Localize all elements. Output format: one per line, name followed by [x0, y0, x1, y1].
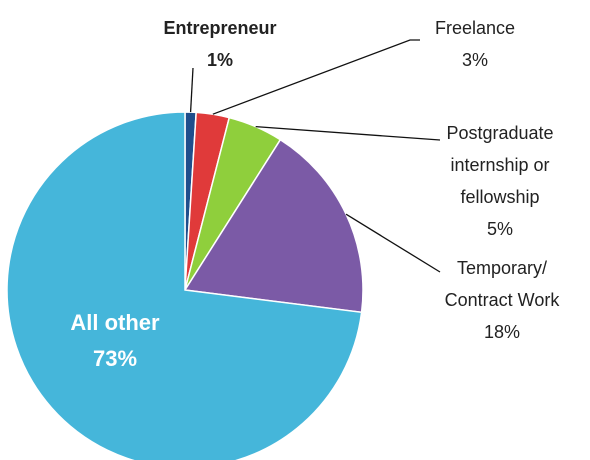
slice-label: Freelance 3% [400, 12, 550, 76]
slice-label: Postgraduate internship or fellowship 5% [420, 117, 580, 245]
category-label: Temporary/ Contract Work [444, 258, 560, 310]
category-label: Freelance [434, 18, 516, 38]
leader-line [189, 67, 194, 113]
leader-line [255, 125, 441, 141]
category-label: All other [70, 310, 160, 335]
value-label: 18% [483, 322, 521, 342]
slice-label: All other 73% [40, 305, 190, 377]
category-label: Postgraduate internship or fellowship [446, 123, 554, 207]
pie-slice [183, 138, 364, 314]
category-label: Entrepreneur [163, 18, 277, 38]
slice-label: Temporary/ Contract Work 18% [432, 252, 572, 348]
value-label: 73% [92, 346, 138, 371]
value-label: 1% [206, 50, 233, 70]
leader-line [345, 213, 441, 273]
leader-line [212, 39, 420, 115]
value-label: 5% [486, 219, 513, 239]
slice-label: Entrepreneur 1% [130, 12, 310, 76]
value-label: 3% [461, 50, 488, 70]
pie-slice [6, 111, 363, 460]
